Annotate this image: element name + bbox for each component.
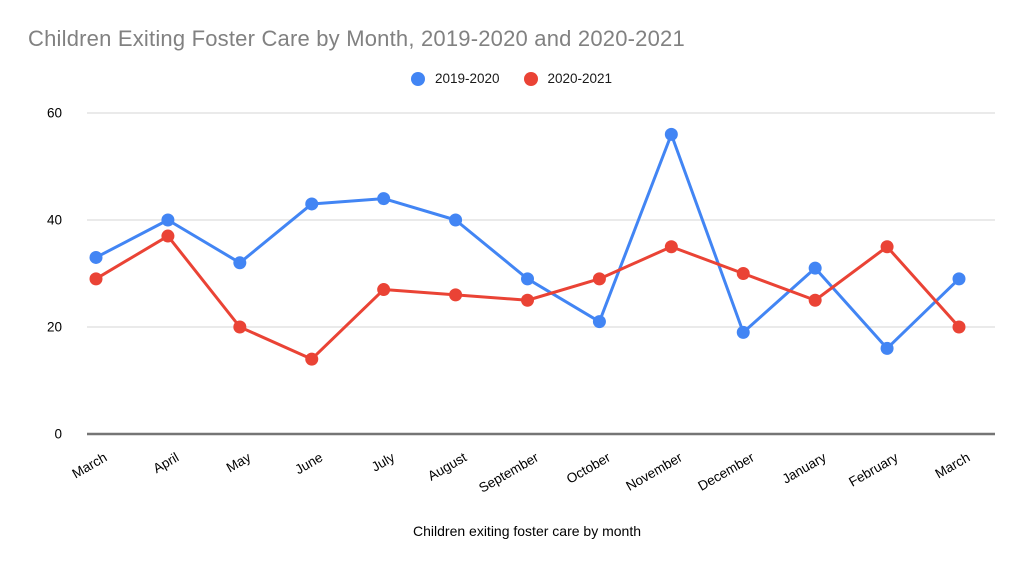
data-point-2019-2020-July[interactable] xyxy=(377,192,391,206)
data-point-2019-2020-April[interactable] xyxy=(161,213,175,227)
y-axis-tick-label: 20 xyxy=(47,320,62,335)
x-axis-tick-label: April xyxy=(151,450,182,476)
data-point-2019-2020-November[interactable] xyxy=(664,127,678,141)
x-axis-tick-label: November xyxy=(623,449,685,493)
legend-label-2019-2020: 2019-2020 xyxy=(434,71,500,86)
legend-marker-icon xyxy=(410,71,425,86)
legend: 2019-2020 2020-2021 xyxy=(0,71,1023,86)
y-axis-tick-label: 60 xyxy=(47,106,62,121)
data-point-2019-2020-August[interactable] xyxy=(449,213,463,227)
x-axis-tick-label: July xyxy=(369,449,398,474)
legend-marker-icon xyxy=(523,71,538,86)
data-point-2020-2021-November[interactable] xyxy=(664,240,678,254)
x-axis-tick-label: March xyxy=(70,450,110,482)
data-point-2019-2020-May[interactable] xyxy=(233,256,247,270)
x-axis-tick-label: February xyxy=(846,449,900,489)
chart-title: Children Exiting Foster Care by Month, 2… xyxy=(28,26,685,51)
legend-item-2020-2021[interactable]: 2020-2021 xyxy=(523,71,613,86)
legend-item-2019-2020[interactable]: 2019-2020 xyxy=(410,71,500,86)
x-axis-tick-label: September xyxy=(476,449,541,495)
data-point-2020-2021-September[interactable] xyxy=(521,293,534,307)
data-point-2019-2020-September[interactable] xyxy=(521,272,534,286)
data-point-2019-2020-December[interactable] xyxy=(736,325,750,339)
data-point-2020-2021-May[interactable] xyxy=(233,320,247,334)
legend-label-2020-2021: 2020-2021 xyxy=(547,71,613,86)
data-point-2020-2021-August[interactable] xyxy=(449,288,463,302)
data-point-2020-2021-March[interactable] xyxy=(89,272,103,286)
y-axis-tick-label: 0 xyxy=(54,427,62,442)
x-axis-tick-label: August xyxy=(425,449,469,483)
data-point-2020-2021-October[interactable] xyxy=(592,272,606,286)
data-point-2020-2021-March[interactable] xyxy=(952,320,966,334)
data-point-2019-2020-October[interactable] xyxy=(592,315,606,329)
x-axis-tick-label: May xyxy=(224,449,254,475)
x-axis-tick-label: October xyxy=(564,449,614,486)
data-point-2020-2021-January[interactable] xyxy=(808,293,822,307)
data-point-2019-2020-January[interactable] xyxy=(808,261,822,275)
x-axis-tick-label: December xyxy=(695,449,757,493)
data-point-2020-2021-June[interactable] xyxy=(305,352,319,366)
x-axis-tick-label: June xyxy=(292,450,325,478)
data-point-2020-2021-December[interactable] xyxy=(736,267,750,280)
data-point-2020-2021-April[interactable] xyxy=(161,229,175,243)
data-point-2019-2020-March[interactable] xyxy=(89,250,103,264)
data-point-2020-2021-February[interactable] xyxy=(880,240,894,254)
x-axis-tick-label: March xyxy=(933,450,973,482)
data-point-2019-2020-February[interactable] xyxy=(880,341,894,355)
x-axis-tick-label: January xyxy=(780,449,829,486)
y-axis-tick-label: 40 xyxy=(47,213,62,228)
data-point-2019-2020-June[interactable] xyxy=(305,197,319,211)
series-line-2019-2020 xyxy=(94,132,961,350)
data-point-2019-2020-March[interactable] xyxy=(952,272,966,286)
x-axis-title: Children exiting foster care by month xyxy=(413,523,641,539)
data-point-2020-2021-July[interactable] xyxy=(377,283,391,297)
